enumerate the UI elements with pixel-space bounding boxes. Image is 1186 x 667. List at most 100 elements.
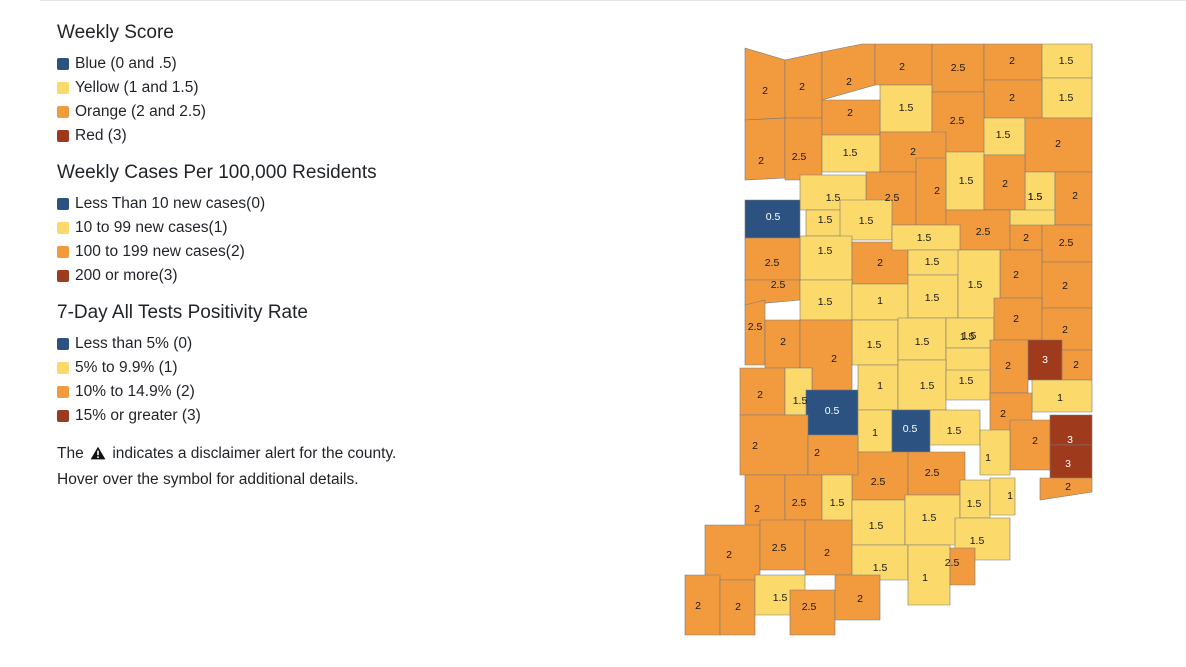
legend-item: 5% to 9.9% (1) xyxy=(57,356,477,380)
county-layer xyxy=(684,43,1093,636)
county-score-label: 1.5 xyxy=(1059,92,1074,104)
label-layer: 2 2 2 2 2.5 2 1.5 2 1.5 2.5 1.5 2 1.5 2 2.5 1.5 2 1.5 2 1.5… xyxy=(695,55,1079,613)
legend-label: Red (3) xyxy=(75,127,127,144)
county-score-label: 1.5 xyxy=(859,215,874,227)
county-score-label: 1.5 xyxy=(996,129,1011,141)
legend-label: 10% to 14.9% (2) xyxy=(75,383,195,400)
county-score-label: 2 xyxy=(1065,481,1071,493)
county-score-label: 2.5 xyxy=(925,467,940,479)
county-score-label: 1.5 xyxy=(818,214,833,226)
county-score-label: 1.5 xyxy=(925,292,940,304)
legend-item: Less than 5% (0) xyxy=(57,332,477,356)
legend-item: 15% or greater (3) xyxy=(57,404,477,428)
county-score-label: 1.5 xyxy=(873,562,888,574)
warning-triangle-icon xyxy=(90,444,106,468)
county-score-label: 1 xyxy=(872,427,878,439)
legend-item: Yellow (1 and 1.5) xyxy=(57,76,477,100)
county-score-label: 2 xyxy=(1013,269,1019,281)
county-shape[interactable] xyxy=(704,524,761,581)
county-score-label: 1.5 xyxy=(922,512,937,524)
legend-item: Orange (2 and 2.5) xyxy=(57,100,477,124)
legend-panel: Weekly Score Blue (0 and .5) Yellow (1 a… xyxy=(57,22,477,492)
county-shape[interactable] xyxy=(989,477,1016,516)
county-score-label: 2.5 xyxy=(885,192,900,204)
legend-label: 5% to 9.9% (1) xyxy=(75,359,178,376)
county-shape[interactable] xyxy=(834,574,881,621)
legend-label: Yellow (1 and 1.5) xyxy=(75,79,199,96)
county-shape[interactable] xyxy=(1009,419,1051,471)
county-shape[interactable] xyxy=(739,414,809,476)
county-score-label: 1.5 xyxy=(962,330,977,342)
county-score-label: 1.5 xyxy=(793,395,808,407)
county-shape[interactable] xyxy=(789,589,836,636)
county-score-label: 1.5 xyxy=(818,245,833,257)
county-score-label: 1 xyxy=(985,452,991,464)
county-shape[interactable] xyxy=(807,434,859,476)
county-shape[interactable] xyxy=(784,117,823,181)
color-swatch xyxy=(57,222,69,234)
county-shape[interactable] xyxy=(1049,444,1093,479)
county-score-label: 2.5 xyxy=(950,115,965,127)
legend-label: 15% or greater (3) xyxy=(75,407,201,424)
color-swatch xyxy=(57,198,69,210)
legend-label: 100 to 199 new cases(2) xyxy=(75,243,245,260)
county-score-label: 1.5 xyxy=(830,497,845,509)
county-score-label: 2 xyxy=(695,600,701,612)
county-shape[interactable] xyxy=(949,547,976,586)
legend-label: Less Than 10 new cases(0) xyxy=(75,195,266,212)
county-score-label: 2.5 xyxy=(748,321,763,333)
county-score-label: 2 xyxy=(1009,55,1015,67)
color-swatch xyxy=(57,130,69,142)
county-score-label: 2 xyxy=(1062,280,1068,292)
county-score-label: 2.5 xyxy=(765,257,780,269)
county-score-label: 0.5 xyxy=(903,423,918,435)
county-score-label: 1.5 xyxy=(959,175,974,187)
county-score-label: 2.5 xyxy=(771,279,786,291)
county-shape[interactable] xyxy=(719,579,756,636)
county-map-svg: 2 2 2 2 2.5 2 1.5 2 1.5 2.5 1.5 2 1.5 2 2.5 1.5 2 1.5 2 1.5… xyxy=(684,43,1093,636)
county-score-label: 2 xyxy=(899,61,905,73)
color-swatch xyxy=(57,106,69,118)
legend-list: Blue (0 and .5) Yellow (1 and 1.5) Orang… xyxy=(57,52,477,148)
county-score-label: 1.5 xyxy=(867,339,882,351)
legend-list: Less than 5% (0) 5% to 9.9% (1) 10% to 1… xyxy=(57,332,477,428)
county-shape[interactable] xyxy=(799,235,853,281)
county-shape[interactable] xyxy=(744,117,786,181)
county-score-label: 3 xyxy=(1042,354,1048,366)
county-shape[interactable] xyxy=(915,157,947,226)
legend-title: 7-Day All Tests Positivity Rate xyxy=(57,302,308,323)
county-score-label: 1.5 xyxy=(843,147,858,159)
legend-label: Less than 5% (0) xyxy=(75,335,193,352)
county-score-label: 2 xyxy=(1062,324,1068,336)
county-score-label: 2 xyxy=(780,336,786,348)
legend-item: 10 to 99 new cases(1) xyxy=(57,216,477,240)
county-score-label: 1.5 xyxy=(915,336,930,348)
county-score-label: 2 xyxy=(910,146,916,158)
legend-list: Less Than 10 new cases(0) 10 to 99 new c… xyxy=(57,192,477,288)
top-divider xyxy=(40,0,1186,1)
legend-item: Less Than 10 new cases(0) xyxy=(57,192,477,216)
county-shape[interactable] xyxy=(979,429,1011,476)
county-shape[interactable] xyxy=(907,544,951,606)
disclaimer-note: The indicates a disclaimer alert for the… xyxy=(57,442,477,492)
legend-label: Orange (2 and 2.5) xyxy=(75,103,206,120)
county-shape[interactable] xyxy=(999,249,1043,299)
county-score-label: 2.5 xyxy=(945,557,960,569)
legend-title: Weekly Score xyxy=(57,22,174,43)
county-shape[interactable] xyxy=(1039,477,1093,501)
county-score-label: 2 xyxy=(857,593,863,605)
county-score-label: 2 xyxy=(762,85,768,97)
county-score-label: 2 xyxy=(752,440,758,452)
county-score-label: 1 xyxy=(1007,490,1013,502)
county-score-label: 2 xyxy=(1073,359,1079,371)
county-score-label: 1.5 xyxy=(917,232,932,244)
county-score-label: 1.5 xyxy=(960,331,975,343)
county-score-label: 2 xyxy=(846,76,852,88)
county-score-label: 2 xyxy=(1023,232,1029,244)
color-swatch xyxy=(57,386,69,398)
county-score-label: 1.5 xyxy=(1059,55,1074,67)
disclaimer-line-2: Hover over the symbol for additional det… xyxy=(57,471,359,488)
color-swatch xyxy=(57,362,69,374)
county-shape[interactable] xyxy=(744,47,786,121)
county-shape[interactable] xyxy=(684,574,721,636)
